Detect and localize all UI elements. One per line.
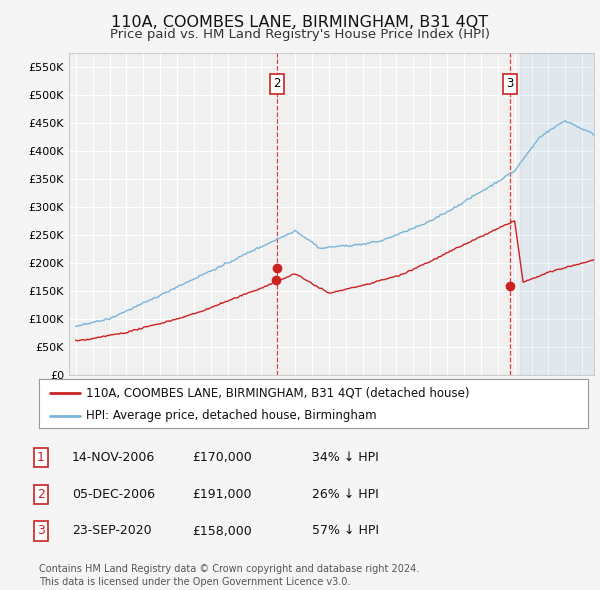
Text: Contains HM Land Registry data © Crown copyright and database right 2024.
This d: Contains HM Land Registry data © Crown c… <box>39 564 419 587</box>
Text: 34% ↓ HPI: 34% ↓ HPI <box>312 451 379 464</box>
Text: 57% ↓ HPI: 57% ↓ HPI <box>312 525 379 537</box>
Text: £170,000: £170,000 <box>192 451 252 464</box>
Text: 05-DEC-2006: 05-DEC-2006 <box>72 488 155 501</box>
Text: 2: 2 <box>273 77 281 90</box>
Text: 2: 2 <box>37 488 45 501</box>
Text: HPI: Average price, detached house, Birmingham: HPI: Average price, detached house, Birm… <box>86 409 376 422</box>
Text: Price paid vs. HM Land Registry's House Price Index (HPI): Price paid vs. HM Land Registry's House … <box>110 28 490 41</box>
Text: 110A, COOMBES LANE, BIRMINGHAM, B31 4QT (detached house): 110A, COOMBES LANE, BIRMINGHAM, B31 4QT … <box>86 386 469 399</box>
Text: £191,000: £191,000 <box>192 488 251 501</box>
Text: 3: 3 <box>37 525 45 537</box>
Bar <box>520 53 598 375</box>
Text: 1: 1 <box>37 451 45 464</box>
Text: 23-SEP-2020: 23-SEP-2020 <box>72 525 152 537</box>
Text: 3: 3 <box>506 77 514 90</box>
Text: £158,000: £158,000 <box>192 525 252 537</box>
Text: 26% ↓ HPI: 26% ↓ HPI <box>312 488 379 501</box>
Text: 110A, COOMBES LANE, BIRMINGHAM, B31 4QT: 110A, COOMBES LANE, BIRMINGHAM, B31 4QT <box>112 15 488 30</box>
Text: 14-NOV-2006: 14-NOV-2006 <box>72 451 155 464</box>
